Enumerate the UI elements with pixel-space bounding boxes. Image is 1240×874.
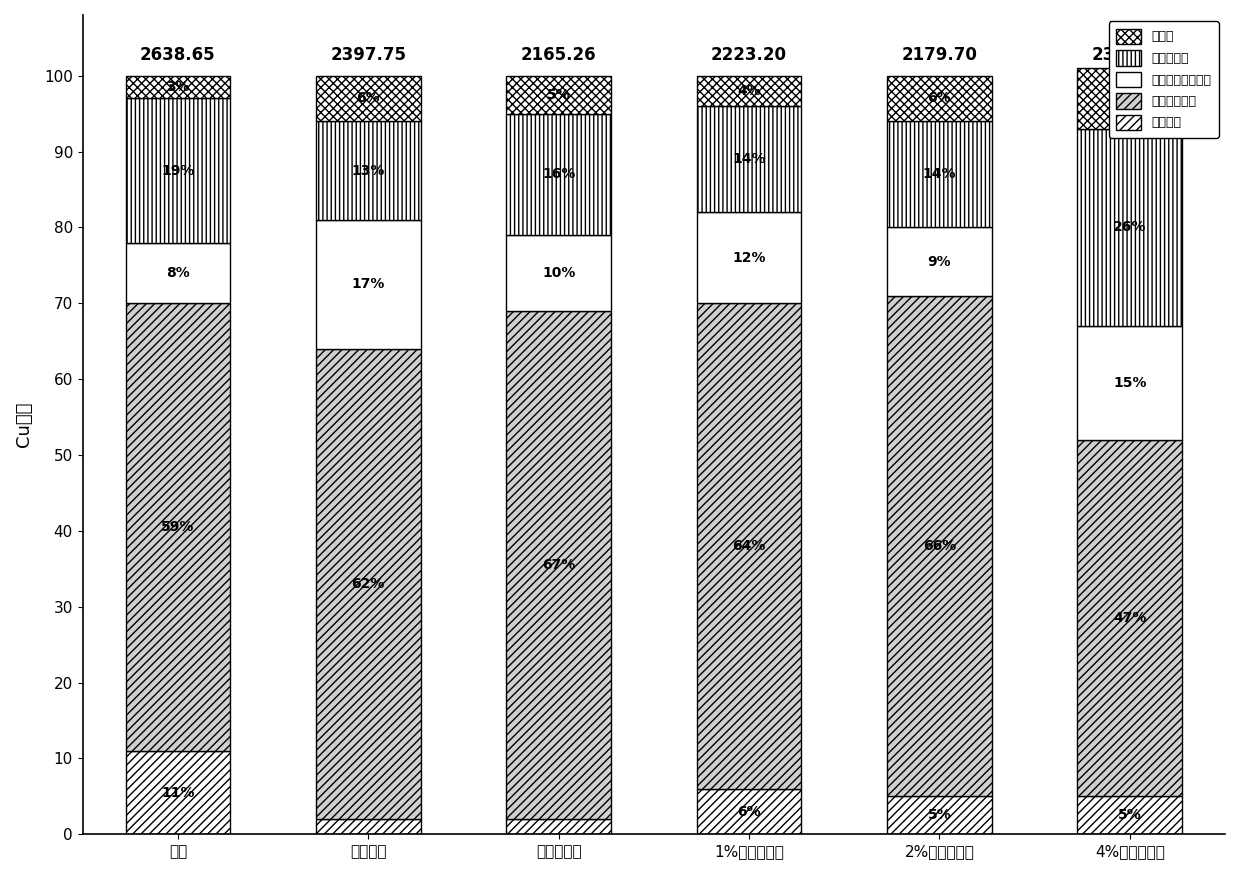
Bar xyxy=(506,235,611,311)
Text: 8%: 8% xyxy=(1118,92,1142,106)
Bar xyxy=(316,349,420,819)
Bar xyxy=(697,788,801,835)
Text: 59%: 59% xyxy=(161,520,195,534)
Legend: 残渣态, 有机结合态, 鐵镆氧化物结合态, 碳酸盐结合态, 可交换态: 残渣态, 有机结合态, 鐵镆氧化物结合态, 碳酸盐结合态, 可交换态 xyxy=(1109,21,1219,137)
Text: 6%: 6% xyxy=(928,92,951,106)
Bar xyxy=(887,76,992,121)
Bar xyxy=(697,106,801,212)
Text: 2348.15: 2348.15 xyxy=(1092,46,1168,65)
Bar xyxy=(1078,796,1182,835)
Bar xyxy=(506,311,611,819)
Text: 6%: 6% xyxy=(738,805,761,819)
Text: 17%: 17% xyxy=(352,277,384,291)
Bar xyxy=(887,295,992,796)
Bar xyxy=(697,212,801,303)
Bar xyxy=(887,796,992,835)
Text: 26%: 26% xyxy=(1114,220,1147,234)
Text: 2223.20: 2223.20 xyxy=(711,46,787,65)
Bar xyxy=(697,303,801,788)
Bar xyxy=(316,819,420,835)
Text: 4%: 4% xyxy=(737,84,761,98)
Text: 15%: 15% xyxy=(1114,376,1147,390)
Text: 5%: 5% xyxy=(1118,808,1142,822)
Text: 2397.75: 2397.75 xyxy=(330,46,407,65)
Bar xyxy=(316,121,420,220)
Text: 62%: 62% xyxy=(352,577,384,591)
Text: 19%: 19% xyxy=(161,163,195,177)
Bar xyxy=(125,76,231,99)
Bar xyxy=(887,121,992,227)
Bar xyxy=(125,243,231,303)
Text: 64%: 64% xyxy=(733,539,766,553)
Bar xyxy=(125,303,231,751)
Text: 3%: 3% xyxy=(166,80,190,94)
Text: 6%: 6% xyxy=(356,92,381,106)
Text: 2638.65: 2638.65 xyxy=(140,46,216,65)
Bar xyxy=(506,76,611,114)
Bar xyxy=(697,76,801,106)
Text: 11%: 11% xyxy=(161,786,195,800)
Bar xyxy=(316,76,420,121)
Text: 16%: 16% xyxy=(542,167,575,181)
Text: 47%: 47% xyxy=(1114,611,1147,625)
Text: 14%: 14% xyxy=(733,152,766,166)
Text: 10%: 10% xyxy=(542,266,575,280)
Text: 2179.70: 2179.70 xyxy=(901,46,977,65)
Bar xyxy=(506,819,611,835)
Bar xyxy=(506,114,611,235)
Text: 5%: 5% xyxy=(928,808,951,822)
Text: 8%: 8% xyxy=(166,266,190,280)
Text: 66%: 66% xyxy=(923,539,956,553)
Bar xyxy=(1078,440,1182,796)
Y-axis label: Cu含量: Cu含量 xyxy=(15,402,33,447)
Bar xyxy=(1078,326,1182,440)
Bar xyxy=(125,99,231,243)
Bar xyxy=(887,227,992,295)
Bar xyxy=(1078,128,1182,326)
Text: 9%: 9% xyxy=(928,254,951,268)
Text: 67%: 67% xyxy=(542,558,575,572)
Text: 12%: 12% xyxy=(733,251,766,265)
Bar xyxy=(1078,68,1182,128)
Bar xyxy=(125,751,231,835)
Text: 14%: 14% xyxy=(923,167,956,181)
Bar xyxy=(316,220,420,349)
Text: 2165.26: 2165.26 xyxy=(521,46,596,65)
Text: 5%: 5% xyxy=(547,87,570,101)
Text: 13%: 13% xyxy=(352,163,384,177)
